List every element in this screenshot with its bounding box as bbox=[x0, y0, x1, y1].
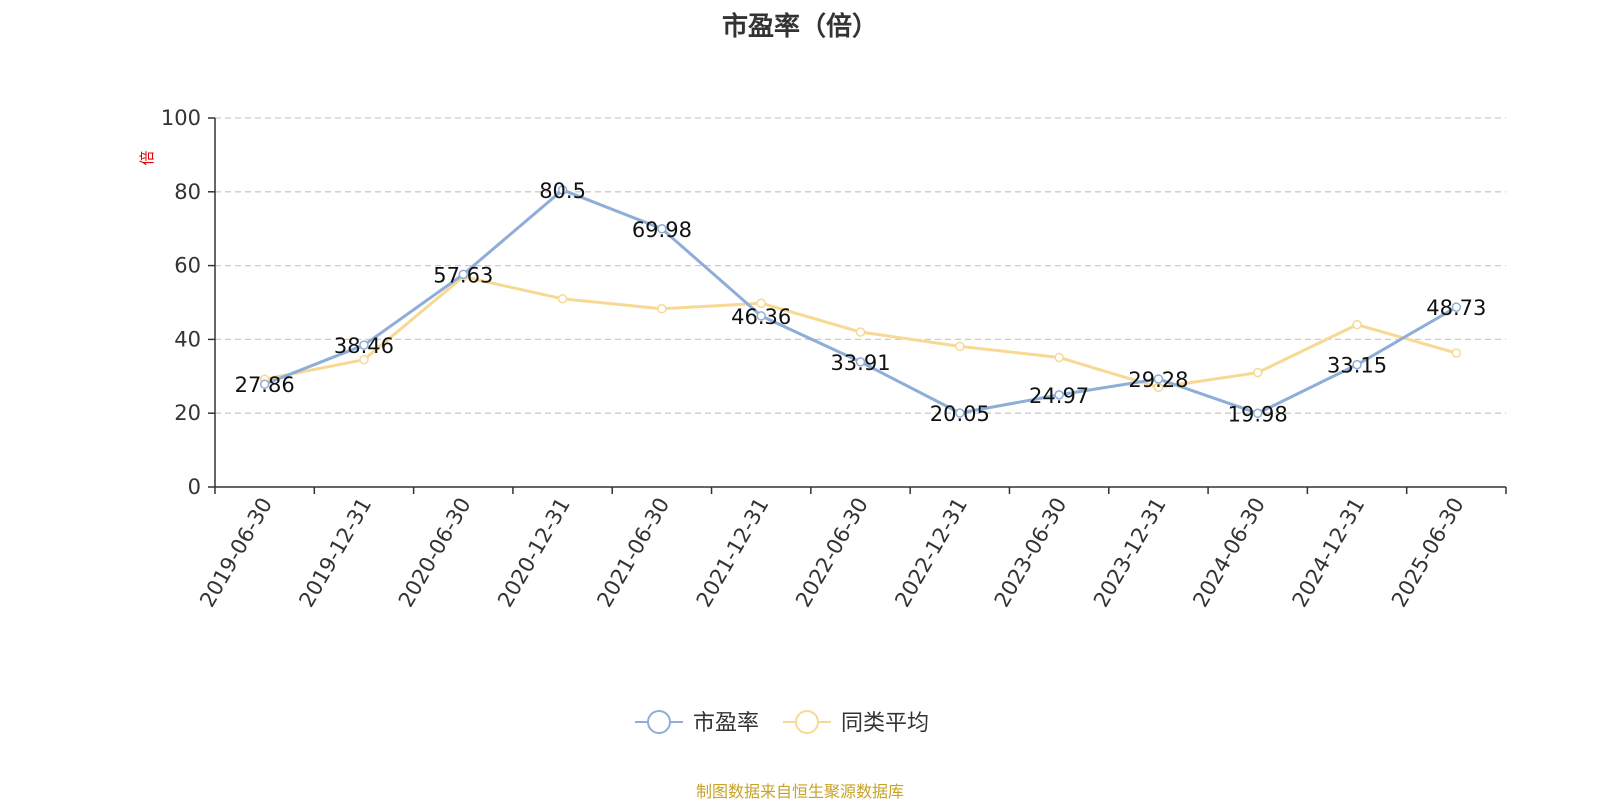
y-tick-label: 80 bbox=[174, 180, 201, 204]
data-label: 19.98 bbox=[1228, 402, 1288, 426]
y-tick-label: 20 bbox=[174, 401, 201, 425]
data-point bbox=[259, 379, 270, 389]
x-tick-label: 2025-06-30 bbox=[1387, 494, 1469, 612]
y-tick-label: 100 bbox=[161, 106, 201, 130]
axes: 0 20 40 60 80 100 倍 2019-06-30 2019-12-31 2020-06… bbox=[138, 106, 1507, 612]
data-label: 33.91 bbox=[830, 351, 890, 375]
y-tick-label: 60 bbox=[174, 254, 201, 278]
data-label: 27.86 bbox=[235, 373, 295, 397]
x-tick-label: 2021-12-31 bbox=[692, 494, 774, 612]
data-point bbox=[557, 294, 568, 304]
chart-title: 市盈率（倍） bbox=[721, 12, 878, 42]
data-point bbox=[557, 185, 568, 195]
x-tick-label: 2023-12-31 bbox=[1089, 494, 1171, 612]
data-point bbox=[1252, 367, 1263, 378]
legend-item[interactable]: 市盈率 bbox=[635, 710, 759, 736]
data-label: 48.73 bbox=[1426, 296, 1486, 320]
data-point bbox=[1451, 348, 1462, 358]
data-label: 69.98 bbox=[632, 218, 692, 242]
x-tick-label: 2023-06-30 bbox=[990, 494, 1072, 612]
source-note: 制图数据来自恒生聚源数据库 bbox=[695, 782, 904, 801]
x-tick-label: 2021-06-30 bbox=[592, 494, 674, 612]
x-tick-label: 2024-06-30 bbox=[1188, 494, 1270, 612]
data-point bbox=[1352, 319, 1362, 330]
data-point bbox=[756, 311, 766, 321]
data-point bbox=[1054, 352, 1064, 363]
data-label: 38.46 bbox=[334, 334, 394, 358]
data-point bbox=[1054, 390, 1064, 400]
data-point bbox=[359, 340, 369, 350]
data-point bbox=[955, 408, 965, 418]
x-tick-label: 2022-06-30 bbox=[791, 494, 873, 612]
grid-lines bbox=[215, 117, 1506, 414]
data-point bbox=[756, 298, 766, 308]
legend-marker bbox=[647, 710, 671, 734]
data-point bbox=[1252, 408, 1263, 419]
legend-label: 同类平均 bbox=[841, 711, 929, 736]
data-label: 46.36 bbox=[731, 305, 791, 329]
data-label: 24.97 bbox=[1029, 384, 1089, 408]
x-tick-label: 2020-12-31 bbox=[493, 494, 575, 612]
data-label: 33.15 bbox=[1327, 354, 1387, 378]
data-point bbox=[955, 341, 965, 352]
x-tick-label: 2020-06-30 bbox=[394, 494, 476, 612]
data-point bbox=[855, 357, 866, 367]
data-label: 57.63 bbox=[433, 263, 493, 287]
data-point bbox=[458, 269, 469, 280]
data-point bbox=[855, 327, 866, 337]
x-tick-label: 2019-12-31 bbox=[294, 494, 376, 612]
data-point bbox=[1451, 302, 1462, 312]
x-tick-label: 2019-06-30 bbox=[195, 494, 277, 612]
y-tick-label: 0 bbox=[188, 475, 201, 499]
legend-marker bbox=[795, 710, 819, 734]
data-label: 80.5 bbox=[539, 179, 586, 203]
x-tick-label: 2022-12-31 bbox=[890, 493, 972, 611]
data-label: 20.05 bbox=[930, 402, 990, 426]
data-label: 29.28 bbox=[1128, 368, 1188, 392]
x-tick-label: 2024-12-31 bbox=[1288, 494, 1370, 612]
data-point bbox=[657, 224, 667, 234]
legend[interactable]: 市盈率 同类平均 bbox=[635, 710, 929, 736]
legend-item[interactable]: 同类平均 bbox=[783, 710, 929, 736]
y-tick-label: 40 bbox=[174, 327, 201, 351]
data-labels: 27.86 38.46 57.63 80.5 69.98 46.36 33.91 20.05 2… bbox=[235, 179, 1487, 426]
data-point bbox=[1352, 359, 1362, 370]
y-axis-label: 倍 bbox=[138, 150, 156, 165]
data-point bbox=[657, 304, 667, 314]
data-point bbox=[359, 354, 369, 365]
series-lines bbox=[259, 185, 1462, 419]
legend-label: 市盈率 bbox=[693, 711, 759, 736]
data-point bbox=[1153, 374, 1164, 384]
series-line bbox=[264, 188, 1458, 415]
